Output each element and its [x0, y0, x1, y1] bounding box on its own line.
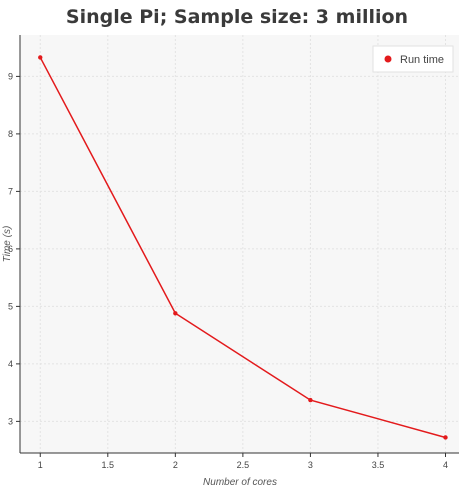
- x-tick-label: 2: [173, 460, 178, 470]
- plot-area: [20, 35, 459, 453]
- x-tick-label: 3.5: [372, 460, 385, 470]
- data-point: [38, 55, 43, 60]
- x-tick-label: 4: [443, 460, 448, 470]
- x-tick-label: 1.5: [102, 460, 115, 470]
- y-tick-label: 5: [8, 301, 13, 311]
- y-tick-label: 4: [8, 359, 13, 369]
- y-tick-label: 7: [8, 186, 13, 196]
- legend-marker: [384, 55, 392, 63]
- y-tick-label: 9: [8, 71, 13, 81]
- y-axis-title: Time (s): [2, 226, 13, 263]
- x-tick-label: 1: [38, 460, 43, 470]
- x-tick-label: 2.5: [237, 460, 250, 470]
- y-axis-ticks: 3 4 5 6 7 8 9: [8, 71, 20, 426]
- y-tick-label: 3: [8, 416, 13, 426]
- y-tick-label: 8: [8, 129, 13, 139]
- legend[interactable]: Run time: [372, 45, 454, 73]
- x-axis-ticks: 1 1.5 2 2.5 3 3.5 4: [38, 453, 448, 470]
- chart-title: Single Pi; Sample size: 3 million: [65, 6, 409, 28]
- legend-label: Run time: [400, 54, 444, 66]
- y-tick-label: 6: [8, 244, 13, 254]
- grid-lines: [20, 35, 459, 453]
- data-point: [443, 435, 448, 440]
- series-layer: [38, 55, 448, 440]
- x-axis-title: Number of cores: [203, 477, 277, 488]
- x-tick-label: 3: [308, 460, 313, 470]
- series-line-run-time: [39, 57, 446, 439]
- data-point: [308, 397, 313, 403]
- data-point: [173, 311, 178, 316]
